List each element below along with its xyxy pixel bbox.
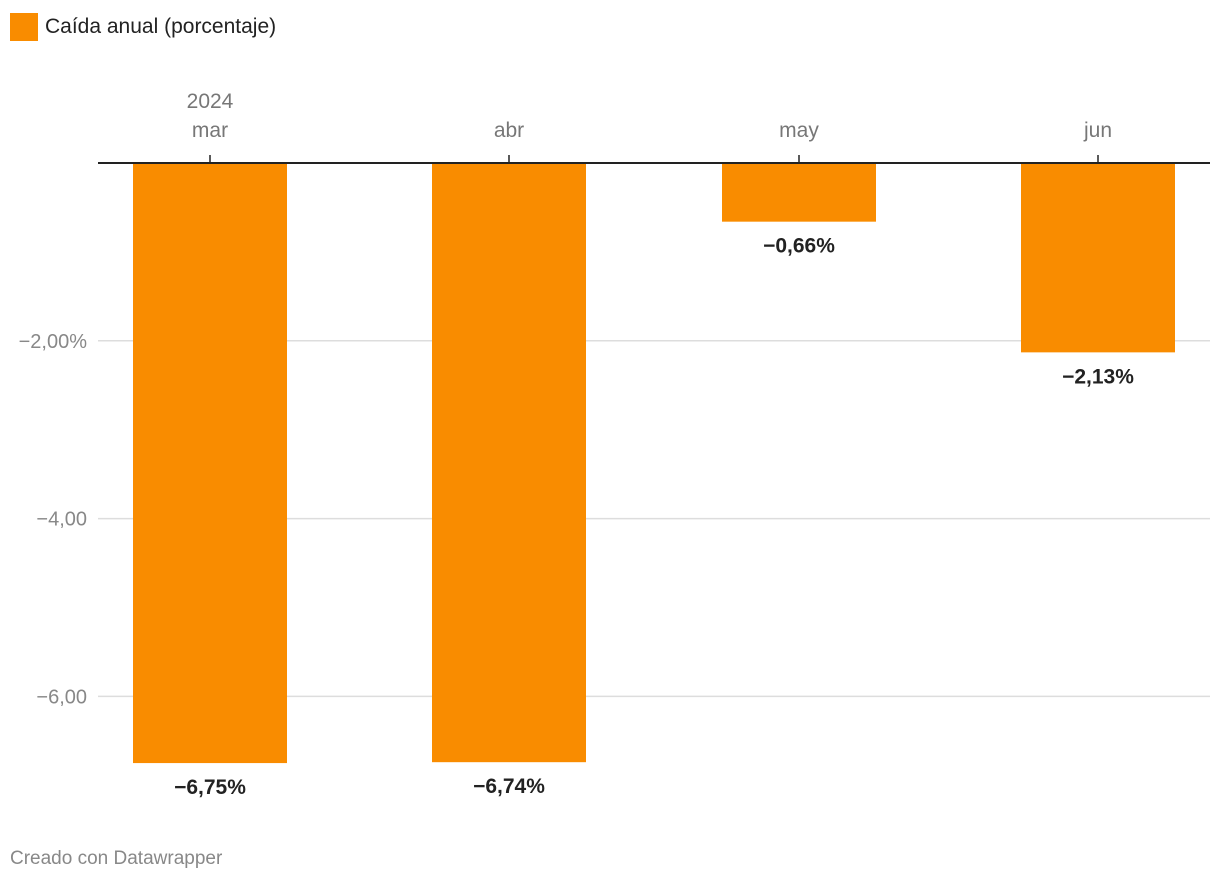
x-tick-label: may bbox=[779, 119, 819, 142]
data-label: −2,13% bbox=[1062, 365, 1134, 388]
bar-abr bbox=[432, 163, 586, 763]
x-tick-label: jun bbox=[1083, 119, 1112, 142]
x-tick-label: abr bbox=[494, 119, 524, 142]
footer-credit: Creado con Datawrapper bbox=[10, 848, 223, 869]
x-year-label: 2024 bbox=[187, 90, 234, 113]
bar-mar bbox=[133, 163, 287, 764]
data-label: −6,75% bbox=[174, 776, 246, 799]
y-tick-label: −4,00 bbox=[36, 509, 87, 531]
x-tick-label: mar bbox=[192, 119, 228, 142]
data-label: −6,74% bbox=[473, 775, 545, 798]
y-tick-label: −2,00% bbox=[19, 331, 88, 353]
legend: Caída anual (porcentaje) bbox=[10, 13, 276, 41]
y-tick-label: −6,00 bbox=[36, 686, 87, 708]
legend-swatch bbox=[10, 13, 38, 41]
bar-may bbox=[722, 163, 876, 222]
bar-jun bbox=[1021, 163, 1175, 353]
data-label: −0,66% bbox=[763, 235, 835, 258]
legend-label: Caída anual (porcentaje) bbox=[45, 15, 277, 38]
